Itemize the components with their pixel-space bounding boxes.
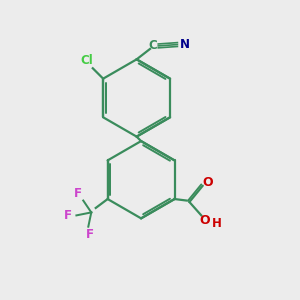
Text: F: F <box>64 209 71 222</box>
Text: F: F <box>74 187 82 200</box>
Text: C: C <box>148 40 157 52</box>
Text: O: O <box>202 176 213 189</box>
Text: Cl: Cl <box>80 54 93 67</box>
Text: N: N <box>180 38 190 51</box>
Text: F: F <box>86 228 94 241</box>
Text: O: O <box>200 214 210 227</box>
Text: H: H <box>212 217 222 230</box>
